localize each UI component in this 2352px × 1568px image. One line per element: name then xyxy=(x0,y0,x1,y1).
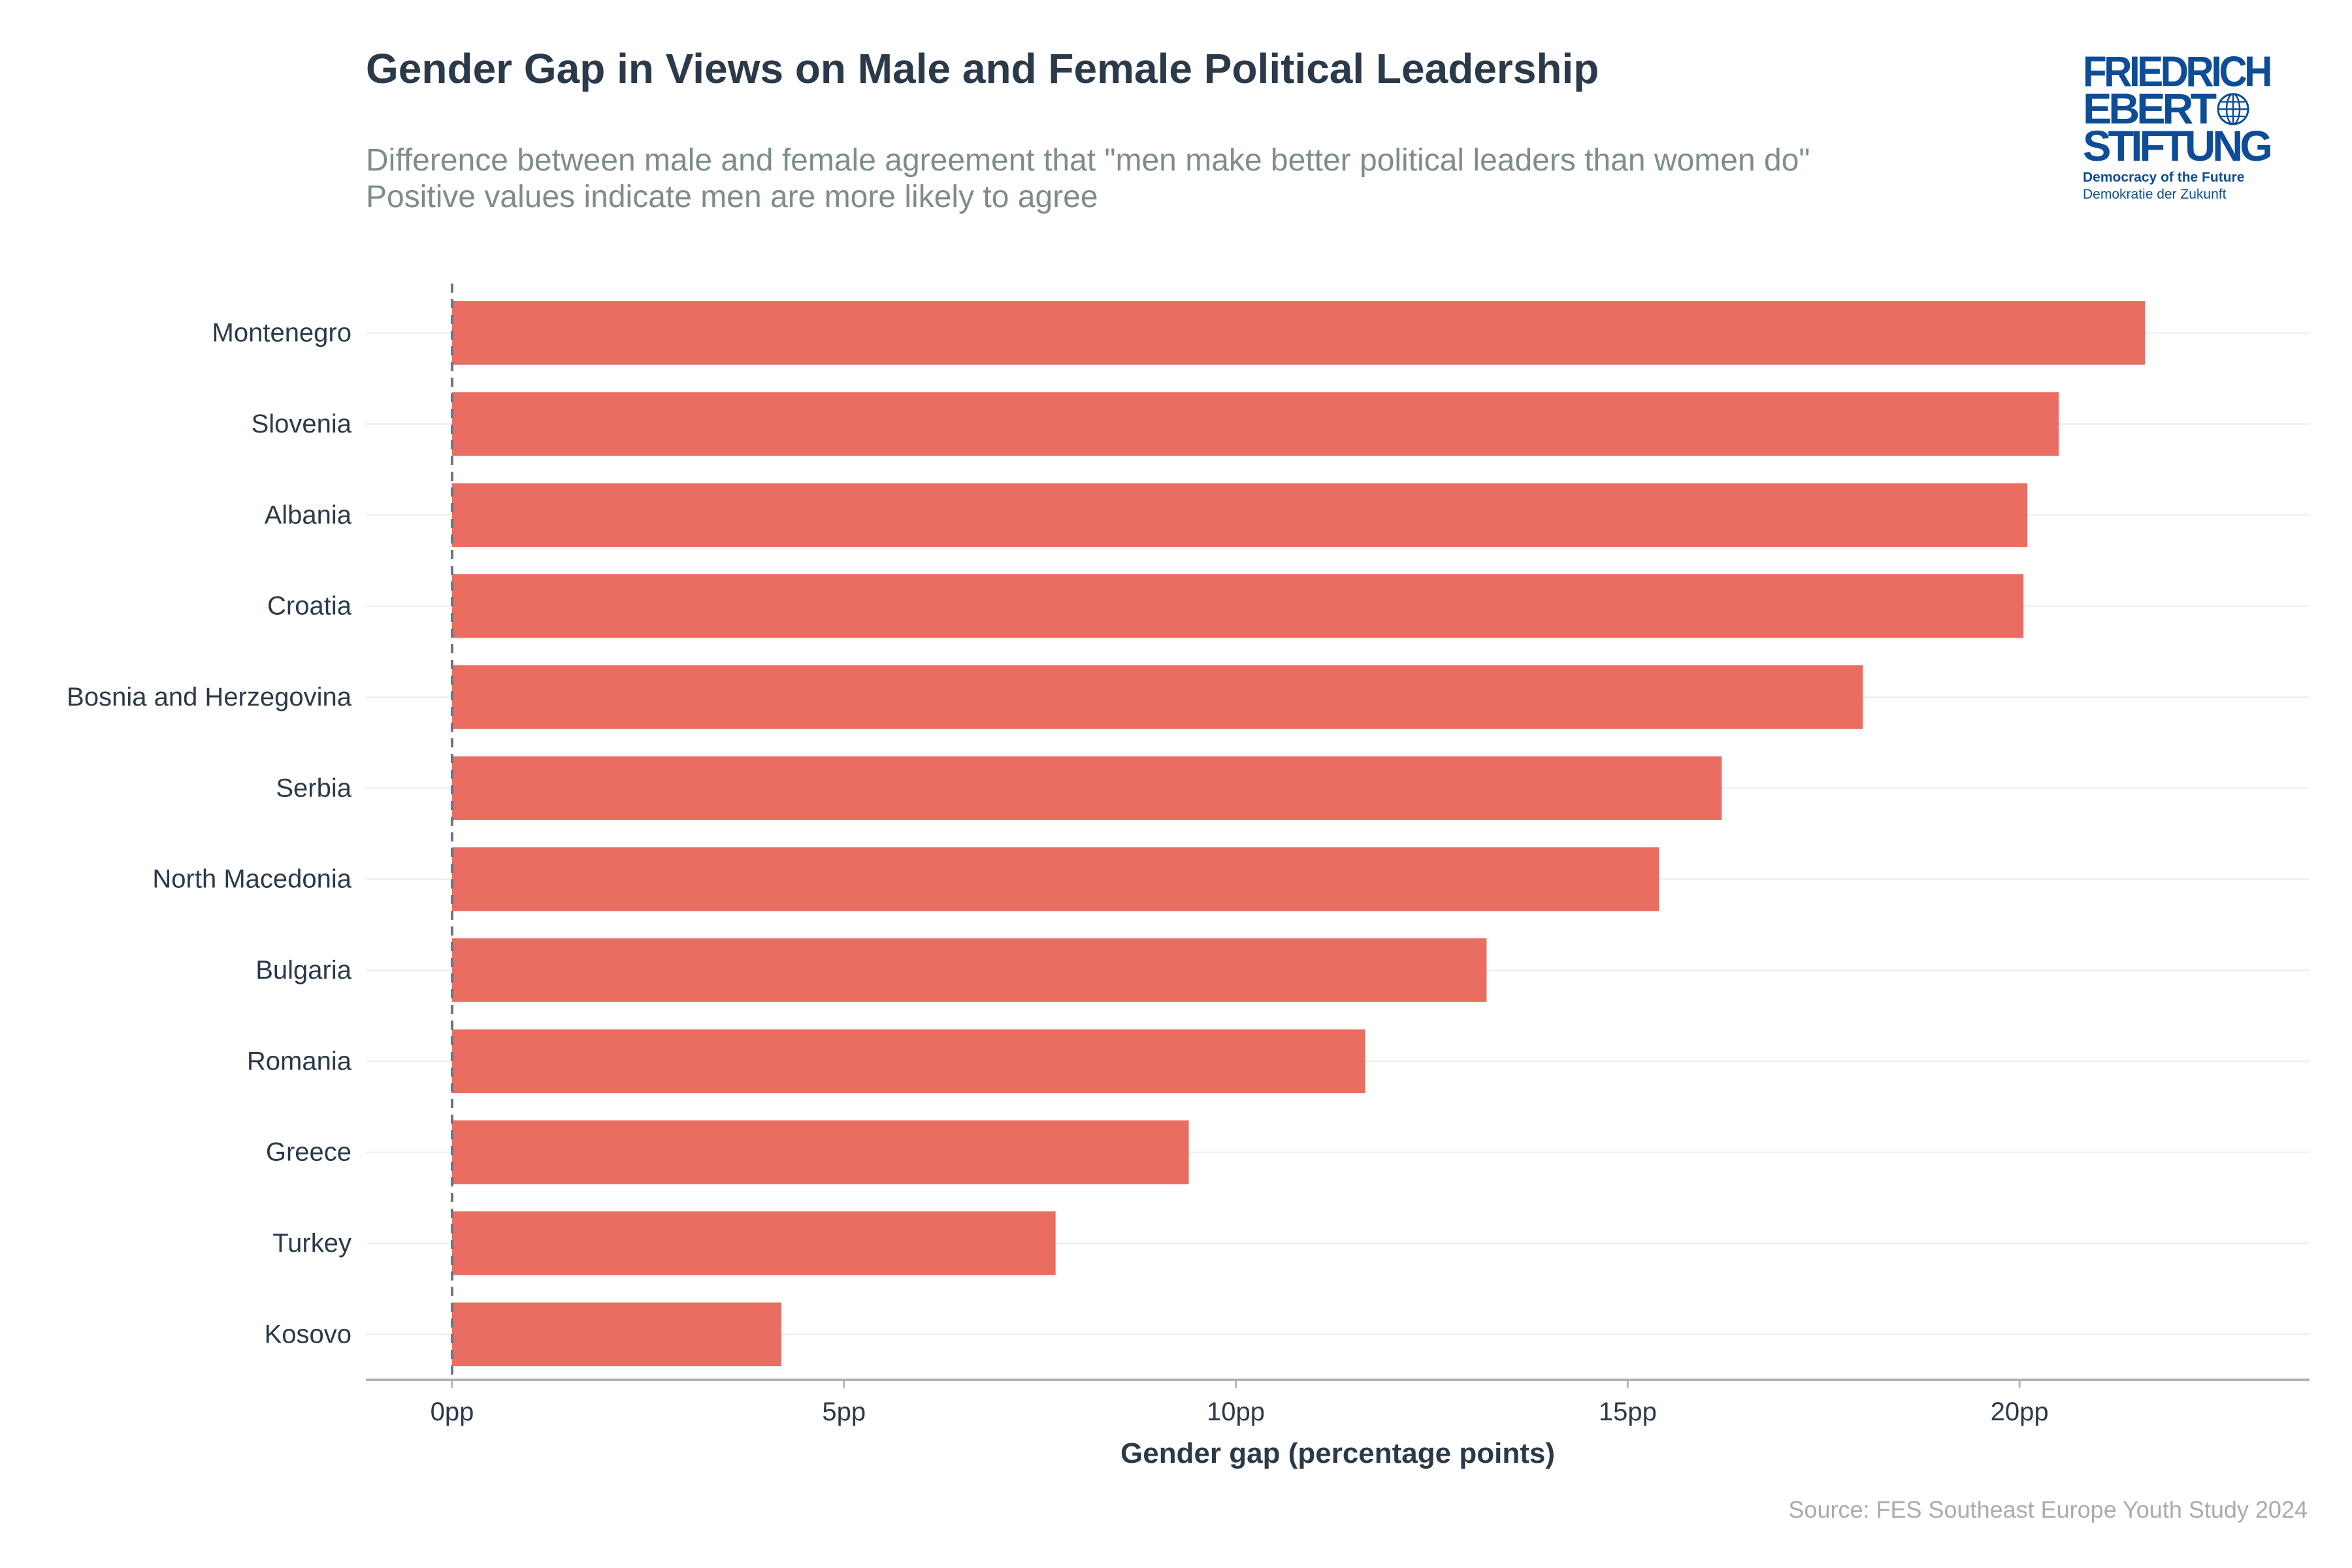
bar-bulgaria xyxy=(451,938,1487,1002)
axes: Montenegro Slovenia Albania Croatia Bosnia a… xyxy=(67,284,2310,1426)
y-tick-label: North Macedonia xyxy=(152,865,351,894)
bar-serbia xyxy=(451,756,1722,821)
source-note: Source: FES Southeast Europe Youth Study… xyxy=(1788,1496,2308,1523)
chart-title: Gender Gap in Views on Male and Female P… xyxy=(366,45,1599,92)
y-tick-label: Serbia xyxy=(276,774,351,802)
bar-greece xyxy=(451,1120,1189,1184)
bar-turkey xyxy=(451,1211,1056,1275)
globe-icon xyxy=(2217,93,2249,125)
logo-line-1: FRIEDRICH xyxy=(2083,47,2270,95)
bar-montenegro xyxy=(451,301,2146,365)
bars xyxy=(451,301,2146,1367)
x-tick-label: 15pp xyxy=(1599,1397,1657,1426)
bar-slovenia xyxy=(451,392,2059,456)
logo-line-3: STIFTUNG xyxy=(2083,122,2271,170)
bar-north-macedonia xyxy=(451,847,1659,911)
bar-kosovo xyxy=(451,1302,781,1367)
y-tick-label: Romania xyxy=(247,1047,352,1075)
x-tick-label: 5pp xyxy=(822,1397,866,1426)
x-axis-label: Gender gap (percentage points) xyxy=(1120,1437,1555,1469)
logo-tagline-en: Democracy of the Future xyxy=(2083,170,2244,185)
x-tick-label: 0pp xyxy=(431,1397,474,1426)
y-tick-label: Bosnia and Herzegovina xyxy=(67,683,352,711)
y-tick-label: Turkey xyxy=(272,1229,351,1258)
chart-subtitle-line-2: Positive values indicate men are more li… xyxy=(366,180,1098,214)
logo-line-2: EBERT xyxy=(2083,84,2217,133)
bar-croatia xyxy=(451,574,2024,638)
y-tick-label: Greece xyxy=(266,1138,351,1167)
y-tick-label: Kosovo xyxy=(265,1320,351,1348)
bar-albania xyxy=(451,483,2028,547)
x-tick-label: 10pp xyxy=(1207,1397,1265,1426)
y-tick-label: Bulgaria xyxy=(255,956,352,985)
logo-tagline-de: Demokratie der Zukunft xyxy=(2083,187,2227,202)
y-tick-label: Albania xyxy=(265,500,352,529)
bar-romania xyxy=(451,1029,1365,1094)
y-tick-label: Slovenia xyxy=(252,410,352,438)
fes-logo: FRIEDRICH EBERT STIFTUNG Democracy of th… xyxy=(2083,47,2274,202)
bar-bosnia-and-herzegovina xyxy=(451,665,1863,729)
x-tick-label: 20pp xyxy=(1991,1397,2049,1426)
y-tick-label: Croatia xyxy=(267,592,352,621)
y-tick-label: Montenegro xyxy=(212,319,351,348)
chart-subtitle-line-1: Difference between male and female agree… xyxy=(366,143,1810,178)
